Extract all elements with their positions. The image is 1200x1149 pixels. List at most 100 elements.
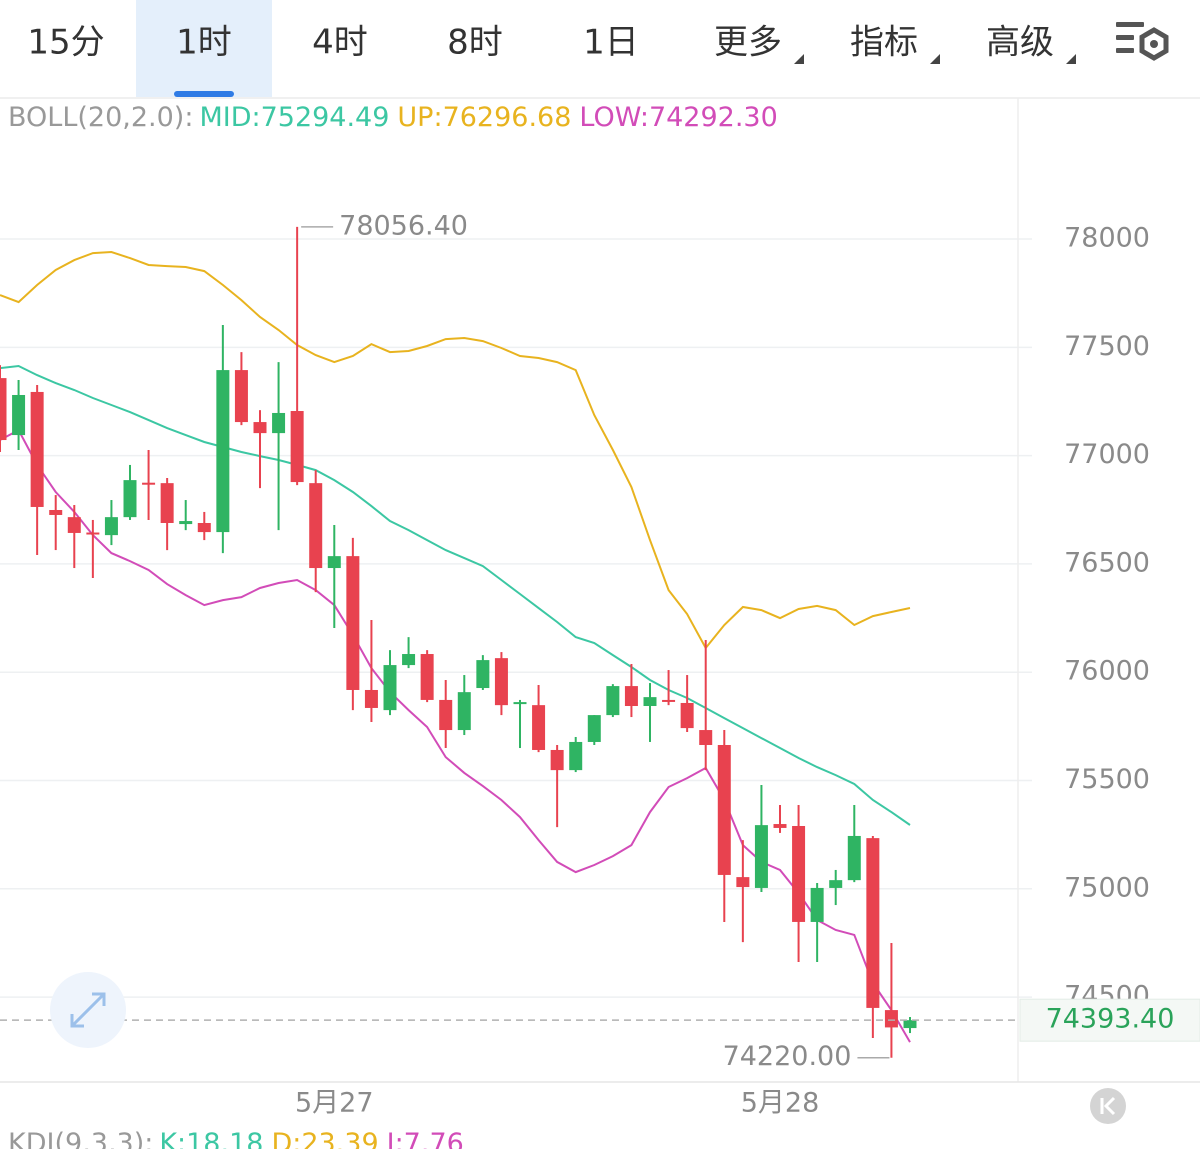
y-tick-label: 76500 bbox=[1064, 547, 1150, 578]
reset-button[interactable] bbox=[1090, 1088, 1126, 1124]
tab[interactable]: 4时 bbox=[312, 23, 368, 63]
boll-line bbox=[0, 364, 911, 826]
y-tick-label: 76000 bbox=[1064, 656, 1150, 687]
candle-body bbox=[383, 665, 397, 711]
x-tick-label: 5月28 bbox=[741, 1088, 820, 1119]
legend-entry: J:7.76 bbox=[385, 1128, 464, 1149]
candle-body bbox=[550, 749, 564, 771]
y-tick-label: 75000 bbox=[1064, 872, 1150, 903]
candle-body bbox=[847, 835, 861, 881]
indicator-label: BOLL(20,2.0): bbox=[8, 102, 193, 133]
candle-body bbox=[866, 838, 880, 1008]
toolbar: 15分 1时 4时 8时 1日 更多 指标 高级 bbox=[27, 0, 1076, 97]
candle-body bbox=[773, 824, 787, 828]
candle-body bbox=[884, 1010, 898, 1028]
candle-body bbox=[513, 702, 527, 705]
candle-body bbox=[792, 825, 806, 922]
icon-hex bbox=[1139, 27, 1169, 61]
candle-body bbox=[476, 660, 490, 689]
candle-body bbox=[67, 517, 81, 533]
candle-body bbox=[439, 699, 453, 731]
icon-bar bbox=[1116, 22, 1144, 27]
candle-body bbox=[104, 517, 118, 536]
candle-body bbox=[420, 654, 434, 700]
candle-body bbox=[754, 825, 768, 888]
boll-line bbox=[0, 250, 911, 650]
indicator-label: KDJ(9,3,3): bbox=[8, 1128, 153, 1149]
icon-bar bbox=[1116, 35, 1134, 40]
candle-body bbox=[142, 482, 156, 485]
candle-body bbox=[364, 689, 378, 708]
candle-body bbox=[829, 880, 843, 888]
button-glyph bbox=[1100, 1096, 1116, 1116]
candle-body bbox=[587, 715, 601, 742]
candle-body bbox=[327, 556, 341, 569]
legend-entry: LOW:74292.30 bbox=[579, 102, 777, 133]
candle-body bbox=[606, 686, 620, 716]
last-price-label: 74393.40 bbox=[1046, 1004, 1175, 1035]
tab[interactable]: 1日 bbox=[583, 23, 639, 63]
settings-icon[interactable] bbox=[1116, 22, 1169, 61]
icon-dot bbox=[1150, 40, 1158, 48]
candle-body bbox=[810, 887, 824, 922]
legend-entry: D:23.39 bbox=[271, 1128, 378, 1149]
candle-body bbox=[346, 556, 360, 690]
candle-body bbox=[662, 699, 676, 702]
candle-body bbox=[272, 412, 286, 434]
candle-body bbox=[402, 654, 416, 666]
tab[interactable]: 8时 bbox=[447, 23, 503, 63]
active-tab-indicator bbox=[174, 91, 234, 97]
candle-body bbox=[30, 391, 44, 507]
dropdown-caret bbox=[930, 54, 940, 64]
tab[interactable]: 15分 bbox=[27, 23, 104, 63]
candle-body bbox=[680, 702, 694, 729]
candle-body bbox=[197, 522, 211, 533]
y-tick-label: 78000 bbox=[1064, 223, 1150, 254]
dropdown-caret bbox=[794, 54, 804, 64]
active-tab-bg bbox=[136, 0, 272, 97]
candle-body bbox=[643, 697, 657, 707]
button-glyph bbox=[70, 992, 106, 1028]
x-tick-label: 5月27 bbox=[295, 1088, 374, 1119]
last-price-tag bbox=[1019, 998, 1200, 1042]
plot-area: 7450075000755007600076500770007750078000… bbox=[0, 210, 1200, 1119]
candle-body bbox=[179, 521, 193, 525]
tab[interactable]: 高级 bbox=[986, 23, 1054, 63]
icon-bar bbox=[1116, 48, 1134, 53]
candle-body bbox=[717, 744, 731, 875]
candle-body bbox=[569, 741, 583, 771]
y-tick-label: 77500 bbox=[1064, 331, 1150, 362]
legend-entry: K:18.18 bbox=[159, 1128, 263, 1149]
candle-body bbox=[216, 370, 230, 533]
candle-body bbox=[86, 532, 100, 535]
y-tick-label: 75500 bbox=[1064, 764, 1150, 795]
tab[interactable]: 更多 bbox=[714, 23, 782, 63]
candle-body bbox=[903, 1020, 917, 1029]
candle-body bbox=[309, 483, 323, 569]
annotation: 78056.40 bbox=[339, 210, 468, 241]
dropdown-caret bbox=[1066, 54, 1076, 64]
candle-body bbox=[699, 730, 713, 745]
candle-body bbox=[0, 378, 7, 441]
indicator-legend: BOLL(20,2.0): MID:75294.49 UP:76296.68 LOW:… bbox=[8, 102, 778, 133]
y-tick-label: 77000 bbox=[1064, 439, 1150, 470]
candle-body bbox=[234, 370, 248, 423]
tab[interactable]: 1时 bbox=[176, 23, 232, 63]
candle-body bbox=[624, 686, 638, 707]
candle-body bbox=[12, 394, 26, 436]
tab[interactable]: 指标 bbox=[850, 23, 918, 63]
candle-body bbox=[253, 422, 267, 434]
candle-body bbox=[457, 692, 471, 731]
expand-button[interactable] bbox=[50, 972, 126, 1048]
legend-entry: UP:76296.68 bbox=[397, 102, 571, 133]
boll-line bbox=[0, 428, 911, 1043]
candle-body bbox=[736, 877, 750, 888]
kdj-legend: KDJ(9,3,3): K:18.18 D:23.39 J:7.76 bbox=[8, 1128, 464, 1149]
candle-body bbox=[290, 411, 304, 483]
candle-body bbox=[532, 705, 546, 750]
candle-body bbox=[160, 483, 174, 523]
candle-body bbox=[123, 480, 137, 518]
legend-entry: MID:75294.49 bbox=[199, 102, 389, 133]
